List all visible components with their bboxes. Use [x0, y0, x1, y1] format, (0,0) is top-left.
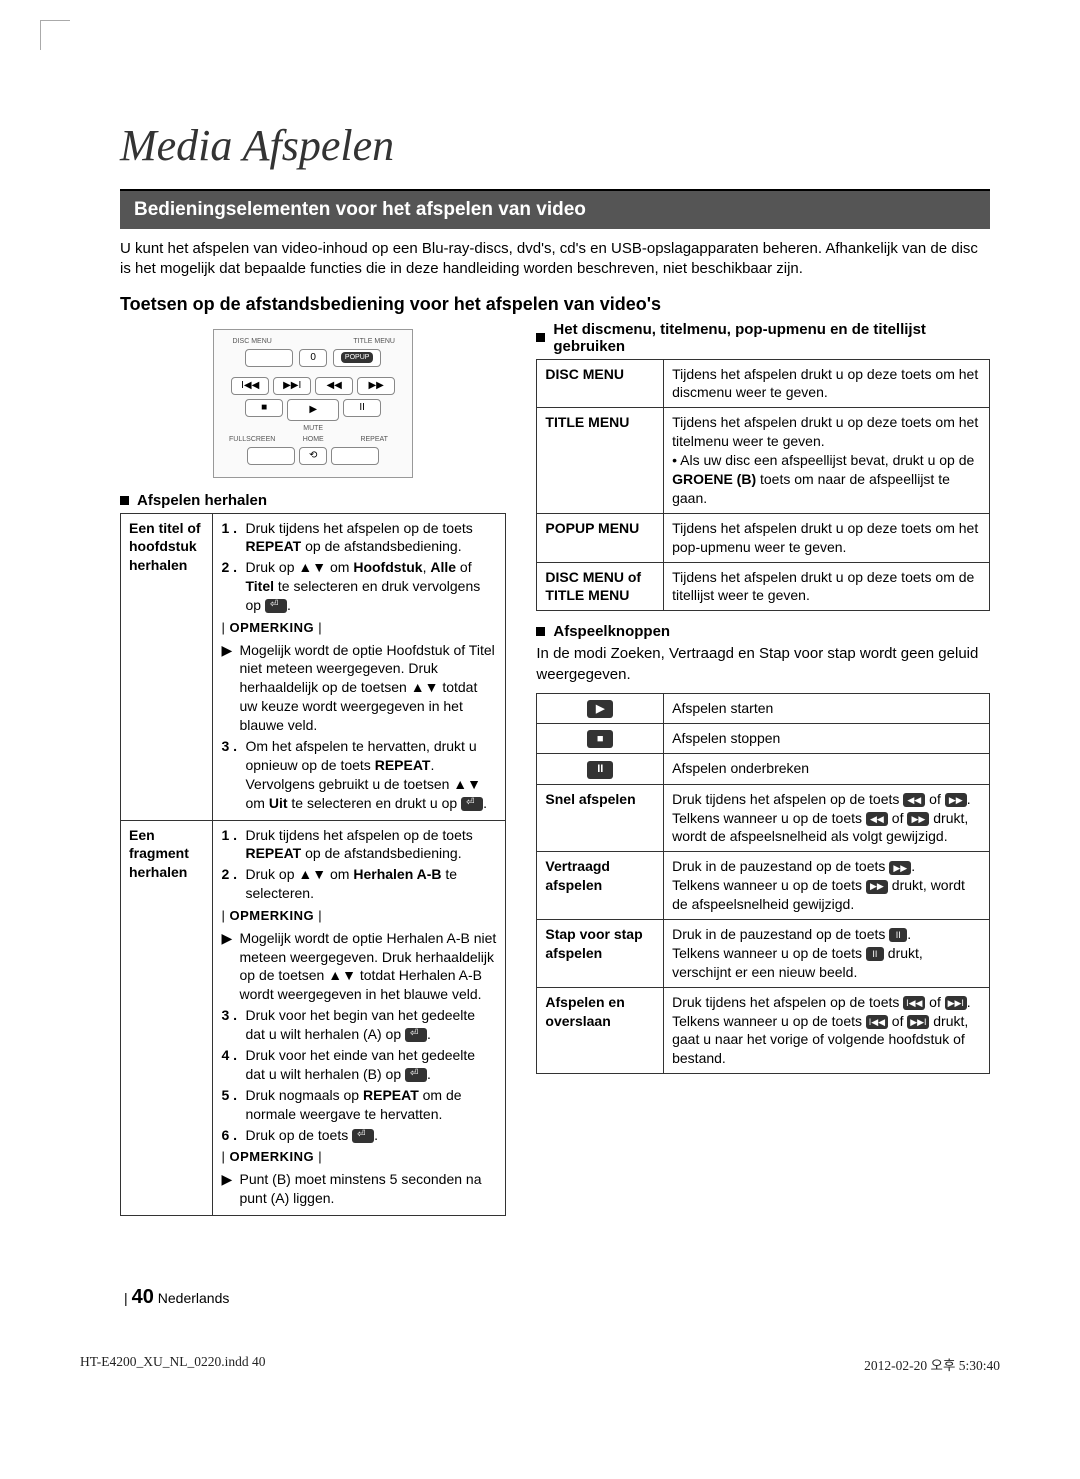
row-title: Een fragment herhalen — [121, 820, 213, 1215]
playbuttons-sub: In de modi Zoeken, Vertraagd en Stap voo… — [536, 644, 990, 685]
intro-text: U kunt het afspelen van video-inhoud op … — [120, 239, 990, 280]
section-heading: Bedieningselementen voor het afspelen va… — [120, 189, 990, 229]
menu-table: DISC MENUTijdens het afspelen drukt u op… — [536, 359, 990, 612]
repeat-heading: Afspelen herhalen — [120, 492, 506, 509]
print-metadata: HT-E4200_XU_NL_0220.indd 40 2012-02-20 오… — [80, 1354, 1000, 1374]
menu-heading: Het discmenu, titelmenu, pop-upmenu en d… — [536, 321, 990, 355]
page-title: Media Afspelen — [120, 120, 990, 171]
page-footer: |40 Nederlands — [120, 1286, 229, 1309]
subheading: Toetsen op de afstandsbediening voor het… — [120, 294, 990, 315]
playbuttons-heading: Afspeelknoppen — [536, 623, 990, 640]
playbuttons-table: ▶Afspelen starten■Afspelen stoppenIIAfsp… — [536, 693, 990, 1074]
repeat-table: Een titel of hoofdstuk herhalen 1 .Druk … — [120, 513, 506, 1216]
remote-diagram: DISC MENUTITLE MENU 0 POPUP I◀◀ ▶▶I ◀◀ ▶… — [213, 329, 413, 478]
row-title: Een titel of hoofdstuk herhalen — [121, 513, 213, 820]
